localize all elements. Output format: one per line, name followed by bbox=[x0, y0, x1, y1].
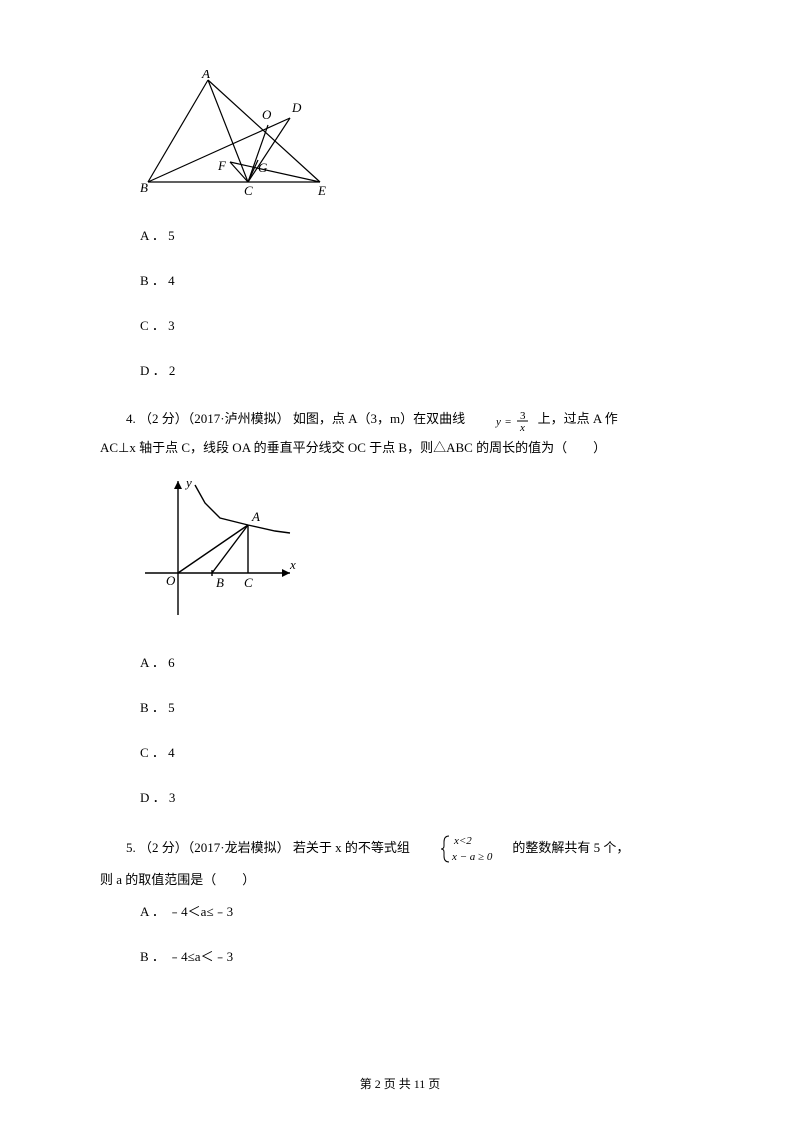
svg-text:E: E bbox=[317, 183, 326, 198]
svg-text:x − a ≥ 0: x − a ≥ 0 bbox=[451, 851, 493, 863]
option-4a: A ． 6 bbox=[140, 652, 700, 671]
q4-mid: 上，过点 A 作 bbox=[534, 411, 617, 426]
inequality-system: x<2 x − a ≥ 0 bbox=[413, 832, 509, 866]
option-3d: D ． 2 bbox=[140, 360, 700, 379]
svg-text:C: C bbox=[244, 575, 253, 590]
option-4b: B ． 5 bbox=[140, 697, 700, 716]
fraction-y-eq-3-over-x: y = 3x bbox=[468, 406, 534, 435]
svg-text:G: G bbox=[258, 160, 268, 175]
q5-line2: 则 a 的取值范围是（ ） bbox=[100, 872, 255, 887]
option-5b: B ． ﹣4≤a＜﹣3 bbox=[140, 946, 700, 965]
svg-text:x: x bbox=[519, 422, 525, 433]
diagram-triangle-abc: A B C E D O F G bbox=[140, 70, 700, 205]
q4-line2: AC⊥x 轴于点 C，线段 OA 的垂直平分线交 OC 于点 B，则△ABC 的… bbox=[100, 440, 606, 455]
svg-text:A: A bbox=[201, 70, 210, 81]
option-4d: D ． 3 bbox=[140, 787, 700, 806]
option-3c: C ． 3 bbox=[140, 315, 700, 334]
q5-prefix: 5. （2 分）（2017·龙岩模拟） 若关于 x 的不等式组 bbox=[126, 840, 413, 855]
q5-suffix: 的整数解共有 5 个， bbox=[509, 840, 629, 855]
q4-prefix: 4. （2 分）（2017·泸州模拟） 如图，点 A（3，m）在双曲线 bbox=[126, 411, 468, 426]
svg-text:B: B bbox=[216, 575, 224, 590]
option-3a: A ． 5 bbox=[140, 225, 700, 244]
svg-text:O: O bbox=[166, 573, 176, 588]
svg-text:A: A bbox=[251, 509, 260, 524]
page-footer: 第 2 页 共 11 页 bbox=[0, 1075, 800, 1092]
svg-text:B: B bbox=[140, 180, 148, 195]
svg-text:x: x bbox=[289, 557, 296, 572]
svg-text:O: O bbox=[262, 107, 272, 122]
svg-text:C: C bbox=[244, 183, 253, 198]
svg-text:y: y bbox=[495, 416, 501, 428]
svg-text:D: D bbox=[291, 100, 302, 115]
svg-text:3: 3 bbox=[520, 410, 526, 422]
option-3b: B ． 4 bbox=[140, 270, 700, 289]
diagram-hyperbola: y x O A B C bbox=[140, 473, 700, 628]
svg-text:=: = bbox=[505, 416, 511, 428]
option-5a: A ． ﹣4＜a≤﹣3 bbox=[140, 901, 700, 920]
svg-text:F: F bbox=[217, 158, 227, 173]
question-5: 5. （2 分）（2017·龙岩模拟） 若关于 x 的不等式组 x<2 x − a… bbox=[100, 832, 700, 895]
option-4c: C ． 4 bbox=[140, 742, 700, 761]
svg-text:y: y bbox=[184, 475, 192, 490]
svg-text:x<2: x<2 bbox=[453, 835, 472, 847]
question-4: 4. （2 分）（2017·泸州模拟） 如图，点 A（3，m）在双曲线 y = 3x… bbox=[100, 405, 700, 463]
